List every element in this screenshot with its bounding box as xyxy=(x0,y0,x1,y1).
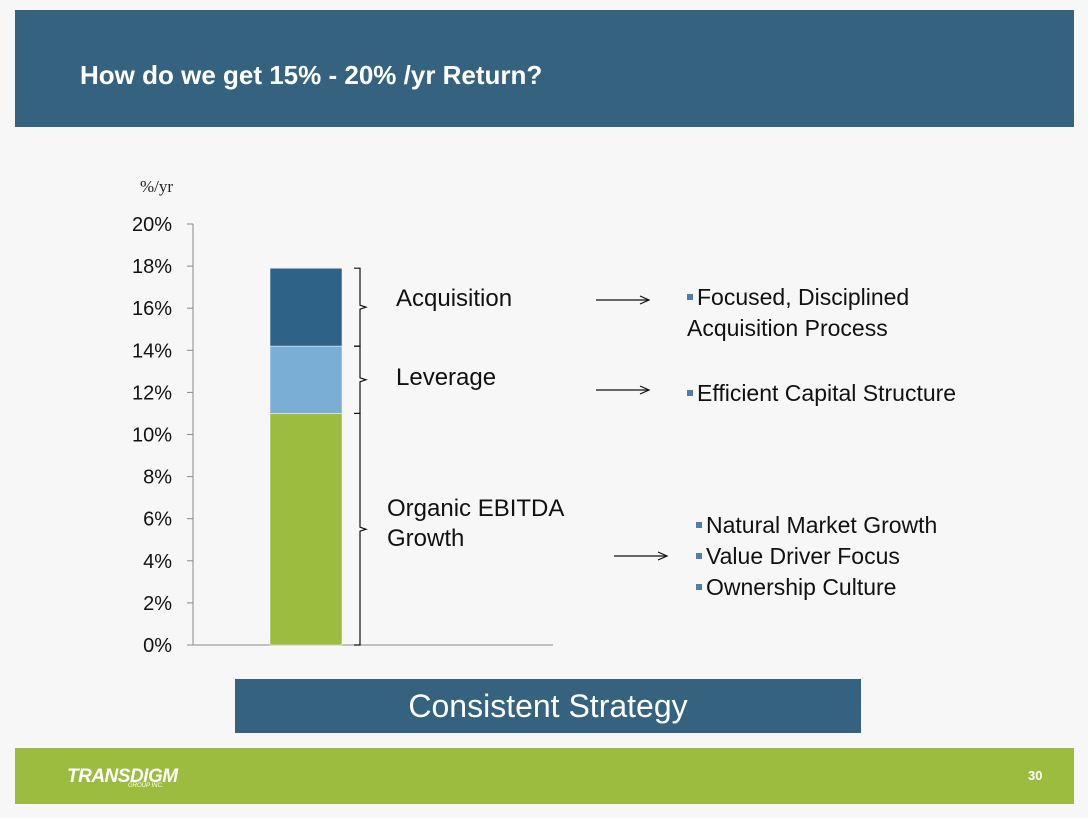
y-ticks: 0% 2% 4% 6% 8% 10% 12% 14% 16% 18% 20% xyxy=(132,214,193,657)
y-tick-label: 4% xyxy=(143,551,172,573)
segment-label-organic-line2: Growth xyxy=(387,525,465,552)
arrows xyxy=(596,295,669,561)
bar-segments xyxy=(269,267,343,646)
y-tick-label: 20% xyxy=(132,214,172,236)
bar-segment-acquisition xyxy=(269,267,343,347)
y-axis-label: %/yr xyxy=(140,177,173,196)
segment-label-leverage: Leverage xyxy=(396,364,497,391)
segment-label-acquisition: Acquisition xyxy=(396,285,513,312)
bullet-item-continuation: Acquisition Process xyxy=(687,315,888,341)
bullet-item: Natural Market Growth xyxy=(696,510,937,541)
bullet-item: Focused, Disciplined xyxy=(687,282,909,313)
y-tick-label: 6% xyxy=(143,509,172,531)
segment-brace xyxy=(354,267,368,347)
segment-braces xyxy=(354,267,368,646)
arrow-head-icon xyxy=(639,295,651,305)
y-tick-label: 18% xyxy=(132,256,172,278)
header-banner xyxy=(15,10,1074,127)
arrow-head-icon xyxy=(639,385,651,395)
y-tick-label: 0% xyxy=(143,635,172,657)
segment-label-organic-line1: Organic EBITDA xyxy=(387,495,565,522)
slide-title: How do we get 15% - 20% /yr Return? xyxy=(80,60,543,90)
square-bullet-icon xyxy=(696,553,702,559)
y-tick-label: 16% xyxy=(132,298,172,320)
bullet-item: Value Driver Focus xyxy=(696,541,937,572)
y-tick-label: 2% xyxy=(143,593,172,615)
bullet-item: Efficient Capital Structure xyxy=(687,378,956,409)
footer-bar xyxy=(15,748,1074,804)
bar-segment-leverage xyxy=(269,345,343,414)
y-tick-label: 12% xyxy=(132,382,172,404)
bullet-item: Ownership Culture xyxy=(696,572,937,603)
arrow-head-icon xyxy=(657,551,669,561)
y-tick-label: 10% xyxy=(132,425,172,447)
square-bullet-icon xyxy=(687,390,693,396)
page-number: 30 xyxy=(1028,768,1043,783)
bullets-acquisition: Focused, Disciplined Acquisition Process xyxy=(687,282,909,344)
square-bullet-icon xyxy=(696,584,702,590)
transdigm-logo: TRANSDIGM xyxy=(67,766,178,787)
transdigm-logo-subtitle: GROUP INC. xyxy=(128,783,164,789)
bullets-leverage: Efficient Capital Structure xyxy=(687,378,956,409)
y-tick-label: 14% xyxy=(132,340,172,362)
square-bullet-icon xyxy=(696,522,702,528)
bullets-organic: Natural Market Growth Value Driver Focus… xyxy=(696,510,937,603)
segment-brace xyxy=(354,412,368,646)
y-tick-label: 8% xyxy=(143,467,172,489)
segment-brace xyxy=(354,345,368,415)
segment-label-organic: Organic EBITDA Growth xyxy=(387,494,564,554)
bar-segment-organic xyxy=(269,413,343,646)
square-bullet-icon xyxy=(687,294,693,300)
consistent-strategy-banner: Consistent Strategy xyxy=(235,679,861,733)
